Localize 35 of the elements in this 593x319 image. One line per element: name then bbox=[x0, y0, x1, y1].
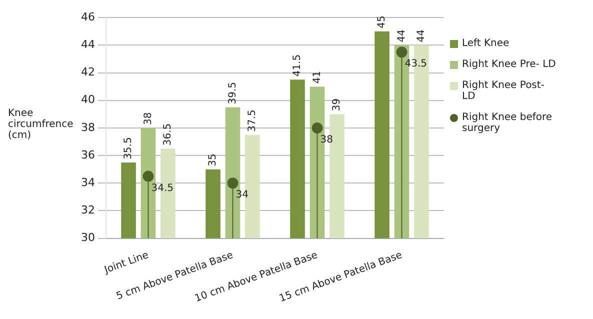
y-tick-label: 44 bbox=[80, 38, 95, 52]
point bbox=[227, 178, 238, 189]
data-label: 36.5 bbox=[162, 123, 174, 146]
legend-label: Right Knee before surgery bbox=[462, 112, 554, 134]
y-tick-label: 42 bbox=[80, 66, 95, 79]
data-label: 37.5 bbox=[247, 110, 258, 132]
y-axis-title: Knee circumfrence (cm) bbox=[8, 107, 74, 141]
legend-label: Right Knee Post- LD bbox=[462, 80, 546, 102]
data-label: 34.5 bbox=[151, 182, 174, 194]
point bbox=[142, 170, 154, 182]
data-label: 35 bbox=[208, 154, 219, 166]
data-label: 41 bbox=[312, 70, 323, 84]
y-tick-label: 40 bbox=[80, 93, 95, 106]
legend-label: Right Knee Pre- LD bbox=[462, 59, 557, 70]
data-label: 39 bbox=[332, 98, 343, 112]
data-label: 39.5 bbox=[227, 82, 238, 104]
y-tick-label: 46 bbox=[80, 10, 95, 24]
data-label: 44 bbox=[416, 29, 428, 42]
data-label: 45 bbox=[376, 16, 388, 28]
y-tick-label: 38 bbox=[80, 120, 95, 134]
point bbox=[312, 122, 323, 134]
y-tick-label: 32 bbox=[80, 204, 95, 217]
y-tick-label: 34 bbox=[80, 176, 95, 189]
data-label: 38 bbox=[142, 112, 154, 125]
data-label: 41.5 bbox=[292, 54, 304, 77]
data-label: 38 bbox=[320, 134, 333, 146]
y-tick-label: 36 bbox=[80, 148, 95, 162]
x-tick-label: Joint Line bbox=[102, 250, 150, 276]
data-label: 44 bbox=[396, 29, 408, 42]
data-label: 34 bbox=[236, 190, 248, 201]
data-label: 43.5 bbox=[404, 58, 428, 70]
y-tick-label: 30 bbox=[80, 231, 95, 244]
data-label: 35.5 bbox=[123, 137, 134, 160]
legend-label: Left Knee bbox=[462, 38, 510, 49]
point bbox=[396, 46, 408, 58]
